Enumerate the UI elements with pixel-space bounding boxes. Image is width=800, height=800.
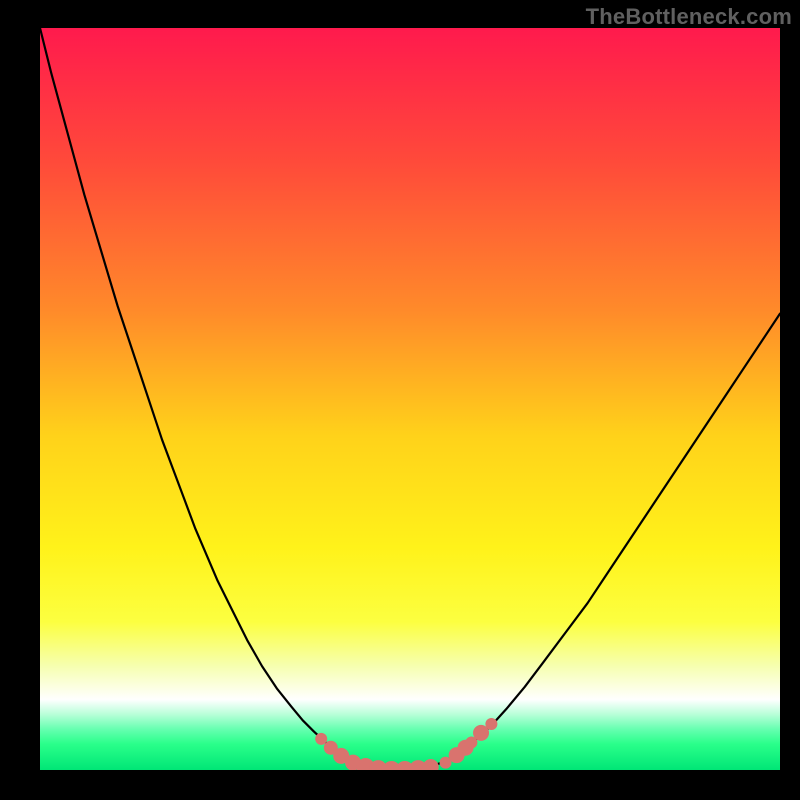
chart-svg <box>40 28 780 770</box>
curve-marker <box>315 733 327 745</box>
frame: TheBottleneck.com <box>0 0 800 800</box>
bottleneck-chart <box>40 28 780 770</box>
curve-marker <box>485 718 497 730</box>
watermark-text: TheBottleneck.com <box>586 4 792 30</box>
gradient-bg <box>40 28 780 770</box>
